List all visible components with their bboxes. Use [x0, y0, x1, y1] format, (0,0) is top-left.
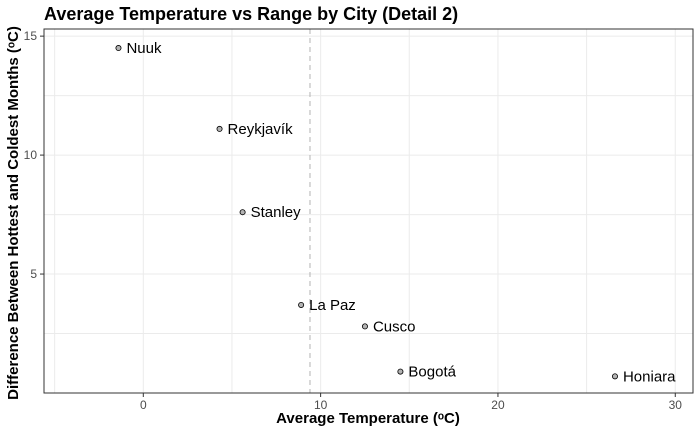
- data-point: [298, 301, 305, 308]
- y-tick-label: 10: [24, 148, 38, 162]
- data-point: [216, 125, 223, 132]
- y-tick-label: 5: [30, 267, 37, 281]
- x-tick-label: 10: [314, 398, 328, 412]
- chart-title: Average Temperature vs Range by City (De…: [44, 4, 458, 24]
- y-axis-title: Difference Between Hottest and Coldest M…: [5, 26, 22, 400]
- point-label: Stanley: [251, 204, 302, 221]
- data-point: [115, 45, 122, 52]
- x-tick-label: 30: [669, 398, 683, 412]
- data-point: [361, 323, 368, 330]
- x-tick-label: 0: [140, 398, 147, 412]
- point-label: Cusco: [373, 318, 416, 335]
- point-label: Bogotá: [408, 364, 456, 381]
- point-label: La Paz: [309, 297, 356, 314]
- data-point: [397, 368, 404, 375]
- x-tick-label: 20: [491, 398, 505, 412]
- axis-ticks: 0 10 20 30 5 10 15: [24, 29, 683, 412]
- grid-lines: [44, 29, 693, 393]
- x-axis-title: Average Temperature (ᵒC): [276, 410, 460, 427]
- point-label: Reykjavík: [228, 121, 294, 138]
- data-point: [239, 209, 246, 216]
- point-label: Honiara: [623, 368, 676, 385]
- data-point: [611, 373, 618, 380]
- plot-panel-border: [43, 28, 694, 394]
- data-points: Nuuk Reykjavík Stanley La Paz Cusco Bogotá Hon…: [115, 40, 676, 385]
- point-label: Nuuk: [126, 40, 162, 57]
- y-tick-label: 15: [24, 29, 38, 43]
